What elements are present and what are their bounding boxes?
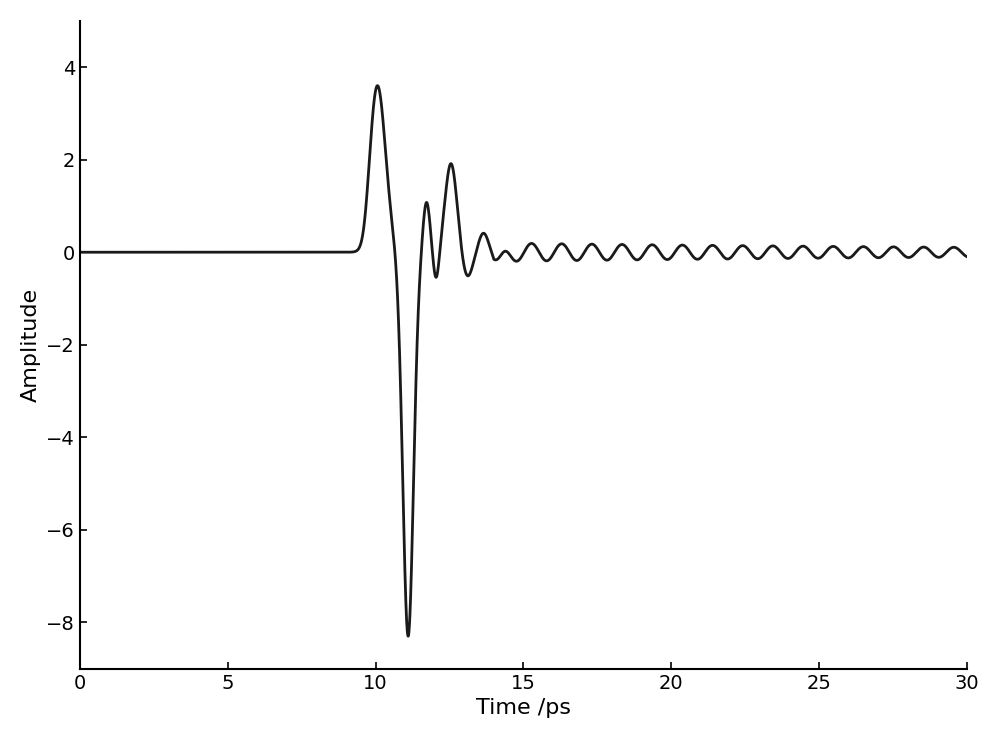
X-axis label: Time /ps: Time /ps	[476, 698, 571, 718]
Y-axis label: Amplitude: Amplitude	[21, 287, 41, 402]
